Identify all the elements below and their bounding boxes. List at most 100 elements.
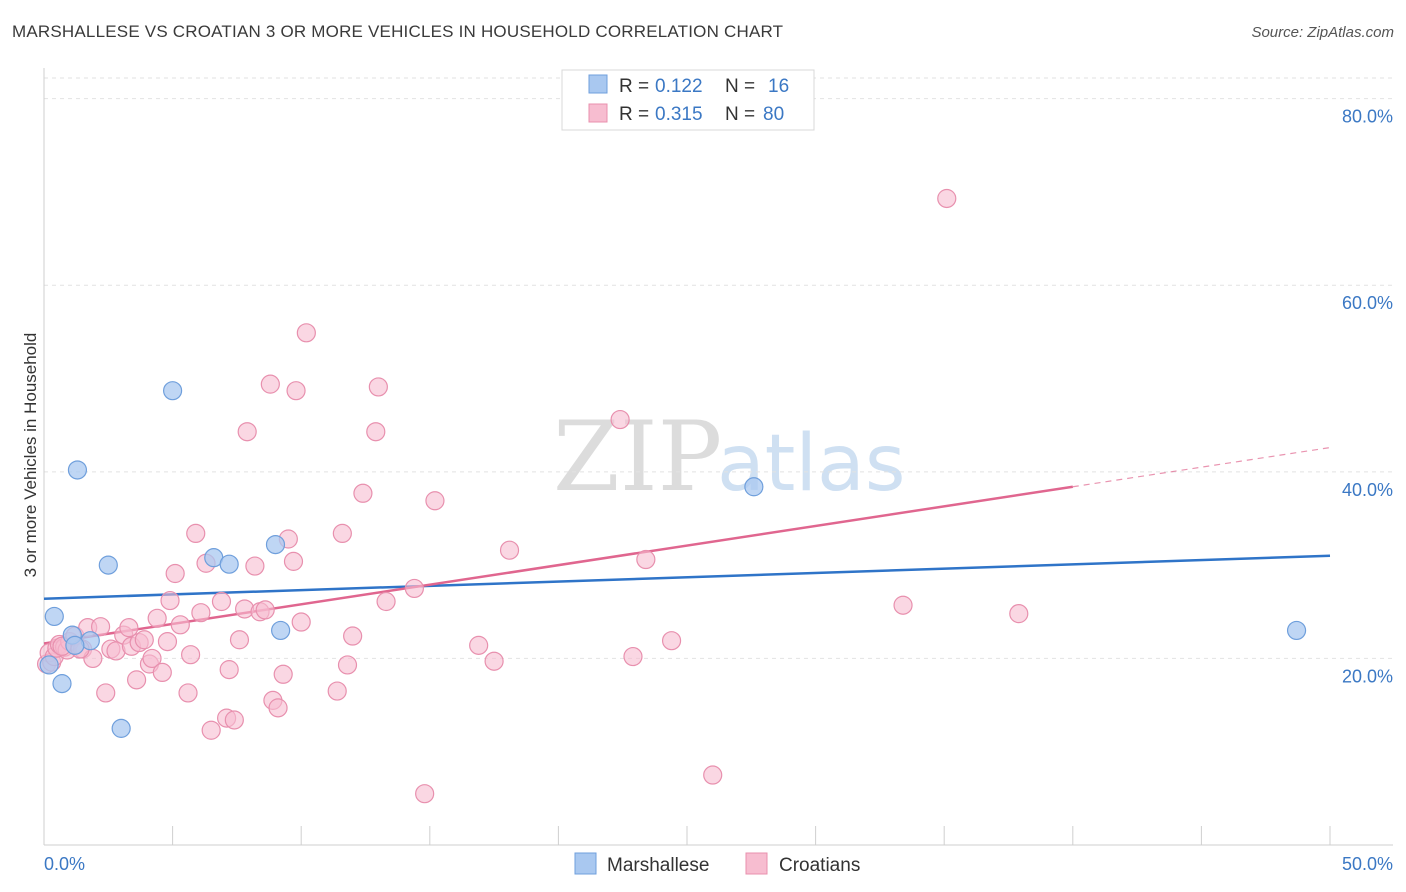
point-marshallese: [44, 606, 64, 627]
legend-r-value-marshallese: 0.122: [655, 76, 703, 97]
point-croatians: [1009, 604, 1029, 624]
legend-swatch-marshallese: [588, 74, 608, 94]
y-axis-label: 3 or more Vehicles in Household: [21, 333, 40, 578]
bottom-legend-swatch-marshallese: [574, 852, 597, 875]
point-croatians: [283, 551, 304, 571]
point-croatians: [425, 491, 445, 511]
y-tick-label: 60.0%: [1342, 293, 1393, 313]
data-points: [36, 188, 1307, 804]
y-tick-label: 80.0%: [1342, 107, 1393, 127]
point-croatians: [332, 523, 352, 544]
point-croatians: [178, 683, 198, 703]
point-croatians: [469, 635, 489, 655]
bottom-legend-marshallese: Marshallese: [607, 855, 709, 876]
point-croatians: [286, 381, 306, 401]
point-croatians: [661, 631, 682, 651]
point-marshallese: [271, 620, 291, 641]
point-croatians: [186, 523, 206, 544]
legend-n-label: N =: [725, 76, 755, 97]
point-croatians: [211, 591, 232, 612]
point-marshallese: [163, 381, 183, 401]
point-croatians: [170, 615, 190, 635]
y-tick-label: 40.0%: [1342, 480, 1393, 500]
point-croatians: [268, 698, 288, 718]
point-marshallese: [39, 655, 59, 675]
source-credit: Source: ZipAtlas.com: [1251, 24, 1394, 41]
point-croatians: [337, 655, 358, 675]
point-croatians: [126, 670, 147, 690]
legend-r-label: R =: [619, 76, 649, 97]
point-marshallese: [1286, 620, 1307, 641]
point-marshallese: [111, 718, 131, 738]
point-croatians: [703, 765, 723, 785]
point-croatians: [296, 323, 316, 343]
point-croatians: [165, 563, 185, 584]
point-croatians: [201, 720, 221, 740]
point-croatians: [160, 590, 180, 611]
point-marshallese: [52, 674, 72, 694]
point-croatians: [291, 612, 311, 632]
bottom-legend-croatians: Croatians: [779, 855, 860, 876]
point-croatians: [499, 540, 520, 560]
trend-line-extension-croatians: [1072, 446, 1331, 488]
point-croatians: [484, 651, 504, 671]
trend-lines: [43, 446, 1331, 645]
point-croatians: [273, 664, 293, 684]
trend-line-marshallese: [43, 554, 1331, 600]
point-croatians: [404, 578, 424, 599]
legend-n-value-croatians: 80: [763, 104, 784, 125]
point-marshallese: [67, 460, 88, 480]
y-tick-labels: 20.0% 40.0% 60.0% 80.0%: [1342, 107, 1393, 687]
point-croatians: [610, 409, 630, 430]
point-marshallese: [65, 635, 85, 655]
x-ticks: [43, 826, 1331, 845]
axes: [43, 68, 1393, 846]
x-tick-label-max: 50.0%: [1342, 854, 1393, 874]
point-croatians: [327, 681, 347, 701]
point-croatians: [893, 595, 913, 615]
point-croatians: [157, 632, 178, 652]
point-croatians: [152, 662, 172, 683]
point-marshallese: [265, 534, 286, 555]
point-croatians: [134, 630, 154, 650]
series-legend: Marshallese Croatians: [574, 852, 860, 876]
point-croatians: [237, 422, 257, 442]
point-croatians: [368, 377, 388, 397]
point-croatians: [376, 591, 396, 612]
point-croatians: [119, 618, 139, 638]
legend-r-value-croatians: 0.315: [655, 104, 703, 125]
point-croatians: [219, 660, 239, 680]
point-croatians: [229, 630, 250, 650]
point-marshallese: [98, 555, 118, 575]
legend-n-label: N =: [725, 104, 755, 125]
bottom-legend-swatch-croatians: [745, 852, 768, 875]
point-croatians: [415, 784, 435, 804]
chart-title: MARSHALLESE VS CROATIAN 3 OR MORE VEHICL…: [12, 22, 784, 41]
point-croatians: [147, 608, 167, 628]
legend-swatch-croatians: [588, 103, 608, 123]
gridlines: [44, 77, 1393, 659]
point-croatians: [937, 188, 957, 209]
x-tick-label-min: 0.0%: [44, 854, 85, 874]
point-croatians: [353, 483, 373, 503]
point-marshallese: [219, 554, 239, 574]
point-croatians: [636, 549, 656, 570]
trend-line-croatians: [43, 485, 1073, 645]
point-croatians: [255, 600, 275, 620]
point-croatians: [96, 683, 116, 703]
legend-n-value-marshallese: 16: [768, 76, 789, 97]
y-tick-label: 20.0%: [1342, 666, 1393, 686]
point-croatians: [245, 556, 265, 576]
point-croatians: [90, 617, 111, 637]
point-croatians: [260, 374, 280, 394]
point-marshallese: [744, 477, 764, 497]
correlation-legend: R = 0.122 N = 16 R = 0.315 N = 80: [561, 69, 815, 131]
point-croatians: [366, 422, 386, 442]
point-croatians: [224, 710, 244, 730]
point-croatians: [191, 603, 211, 623]
point-croatians: [181, 645, 201, 665]
legend-r-label: R =: [619, 104, 649, 125]
point-croatians: [343, 626, 363, 646]
point-croatians: [142, 648, 162, 669]
